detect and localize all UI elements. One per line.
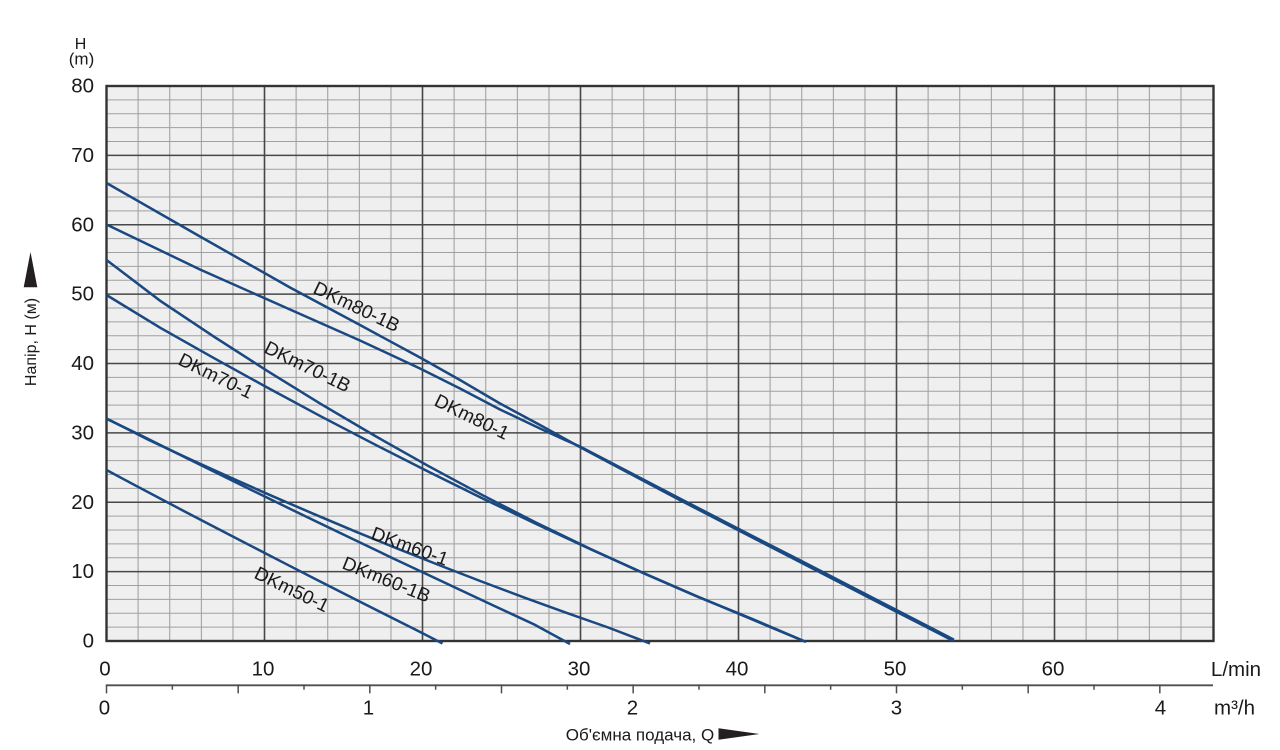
svg-text:m³/h: m³/h <box>1214 697 1255 720</box>
svg-text:10: 10 <box>71 560 94 583</box>
svg-text:Об'ємна подача, Q: Об'ємна подача, Q <box>566 726 714 745</box>
svg-text:40: 40 <box>726 658 749 681</box>
svg-text:Напір, Н (м): Напір, Н (м) <box>23 298 40 386</box>
svg-text:10: 10 <box>252 658 275 681</box>
svg-text:40: 40 <box>71 352 94 375</box>
svg-text:60: 60 <box>1042 658 1065 681</box>
svg-text:50: 50 <box>71 283 94 306</box>
svg-text:70: 70 <box>71 144 94 167</box>
svg-text:0: 0 <box>99 658 110 681</box>
svg-text:1: 1 <box>363 697 374 720</box>
svg-text:30: 30 <box>71 422 94 445</box>
svg-text:4: 4 <box>1155 697 1166 720</box>
svg-text:0: 0 <box>83 630 94 653</box>
svg-text:3: 3 <box>891 697 902 720</box>
svg-text:80: 80 <box>71 75 94 98</box>
svg-text:50: 50 <box>884 658 907 681</box>
svg-text:L/min: L/min <box>1211 658 1261 681</box>
svg-text:20: 20 <box>71 491 94 514</box>
svg-text:60: 60 <box>71 213 94 236</box>
svg-text:20: 20 <box>410 658 433 681</box>
svg-text:2: 2 <box>627 697 638 720</box>
svg-text:(m): (m) <box>69 50 94 69</box>
svg-text:30: 30 <box>568 658 591 681</box>
svg-text:0: 0 <box>99 697 110 720</box>
svg-text:H: H <box>75 36 87 53</box>
